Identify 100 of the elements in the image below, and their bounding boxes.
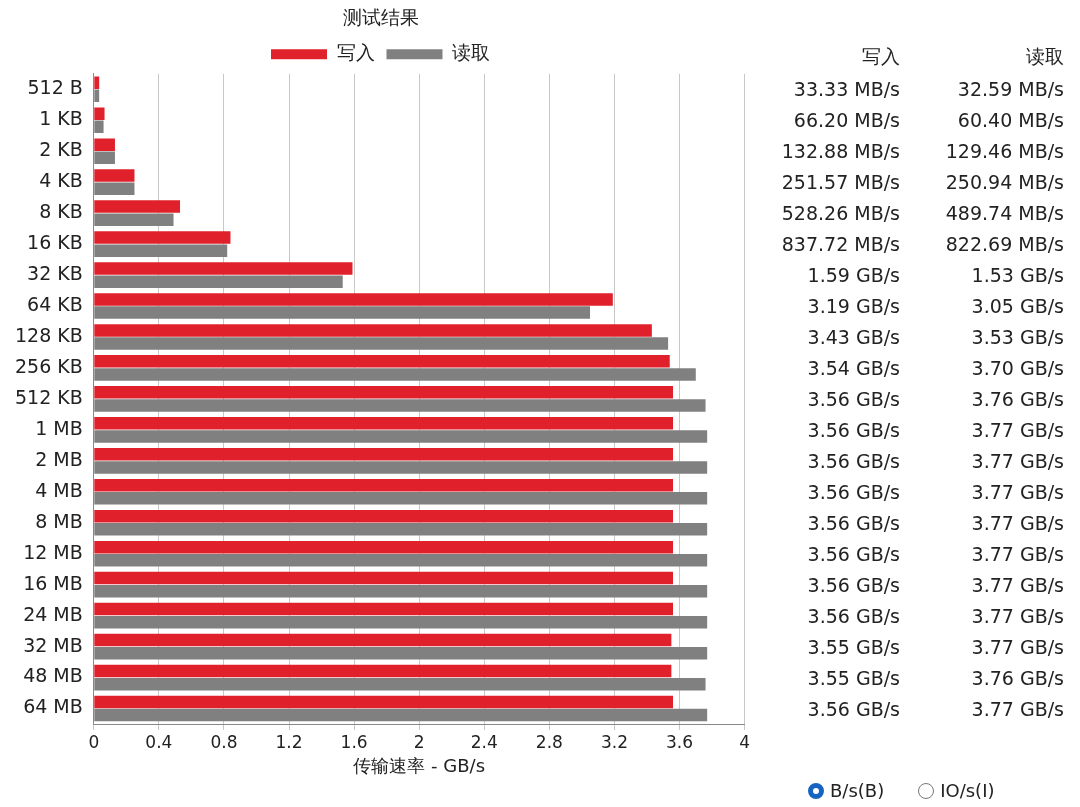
- text: 3.55 GB/s: [807, 634, 900, 659]
- text: 822.69 MB/s: [945, 232, 1064, 257]
- text: 写入: [862, 44, 900, 68]
- legend-label: 读取: [452, 41, 490, 64]
- bar: [94, 509, 674, 523]
- x-tick-label: 0.8: [210, 731, 238, 752]
- bar: [94, 262, 353, 275]
- text: 3.56 GB/s: [807, 572, 900, 597]
- text: 837.72 MB/s: [781, 232, 900, 257]
- y-tick-label: 256 KB: [14, 354, 83, 377]
- y-tick-label: 1 MB: [35, 416, 83, 439]
- x-tick-label: 1.6: [340, 731, 368, 752]
- bar: [94, 293, 613, 306]
- text: 250.94 MB/s: [945, 170, 1064, 195]
- bar: [94, 633, 672, 647]
- chart-title: 测试结果: [342, 6, 419, 29]
- x-tick-label: 2.8: [535, 731, 563, 752]
- text: 3.77 GB/s: [971, 603, 1064, 628]
- x-tick-label: 2: [413, 731, 425, 752]
- text: 3.77 GB/s: [971, 417, 1064, 442]
- y-tick-label: 1 KB: [39, 107, 83, 130]
- bar: [94, 138, 115, 151]
- y-tick-label: 128 KB: [14, 323, 83, 346]
- y-tick-label: 64 KB: [27, 292, 83, 315]
- x-tick-label: 0.4: [145, 731, 173, 752]
- bar: [94, 664, 672, 678]
- text: 3.54 GB/s: [807, 355, 900, 380]
- text: 3.77 GB/s: [971, 696, 1064, 721]
- text: 3.70 GB/s: [971, 355, 1064, 380]
- bar: [94, 478, 674, 492]
- x-tick-label: 3.6: [665, 731, 694, 752]
- x-tick-label: 4: [739, 731, 751, 752]
- bar: [94, 695, 674, 709]
- text: 129.46 MB/s: [945, 139, 1064, 164]
- text: 3.56 GB/s: [807, 541, 900, 566]
- text: 3.56 GB/s: [807, 510, 900, 535]
- x-tick-label: 0: [88, 731, 100, 752]
- text: IO/s(I): [940, 780, 995, 801]
- bar: [94, 231, 231, 244]
- y-tick-label: 16 KB: [27, 231, 83, 254]
- text: 读取: [1026, 44, 1064, 68]
- y-tick-label: 8 KB: [39, 200, 83, 223]
- bar: [94, 417, 674, 430]
- y-tick-label: 512 KB: [14, 385, 83, 408]
- y-tick-label: 64 MB: [23, 695, 83, 718]
- x-axis-title: 传输速率 - GB/s: [353, 754, 486, 776]
- text: 3.43 GB/s: [807, 324, 900, 349]
- text: 32.59 MB/s: [957, 77, 1064, 102]
- text: 3.76 GB/s: [971, 386, 1064, 411]
- y-tick-label: 4 MB: [35, 478, 83, 501]
- y-tick-label: 8 MB: [35, 509, 83, 532]
- y-tick-label: 2 MB: [35, 447, 83, 470]
- bar: [94, 447, 674, 461]
- text: 3.56 GB/s: [807, 696, 900, 721]
- bar: [94, 386, 674, 399]
- text: 33.33 MB/s: [793, 77, 900, 102]
- bar: [94, 540, 674, 554]
- bar: [94, 324, 652, 337]
- bar: [94, 169, 135, 182]
- text: 3.77 GB/s: [971, 479, 1064, 504]
- y-tick-label: 12 MB: [23, 540, 83, 563]
- text: 3.77 GB/s: [971, 541, 1064, 566]
- text: 3.56 GB/s: [807, 417, 900, 442]
- x-tick-label: 3.2: [600, 731, 628, 752]
- text: B/s(B): [830, 780, 885, 801]
- bar: [94, 602, 674, 616]
- legend-label: 写入: [336, 41, 375, 64]
- text: 132.88 MB/s: [781, 139, 900, 164]
- text: 66.20 MB/s: [793, 108, 900, 133]
- text: 1.53 GB/s: [971, 263, 1064, 288]
- y-tick-label: 48 MB: [23, 664, 83, 687]
- text: 489.74 MB/s: [945, 201, 1064, 226]
- bar: [94, 571, 674, 585]
- text: 3.77 GB/s: [971, 448, 1064, 473]
- y-tick-label: 32 KB: [27, 261, 83, 284]
- x-tick-label: 2.4: [470, 731, 498, 752]
- text: 251.57 MB/s: [781, 170, 900, 195]
- x-tick-label: 1.2: [275, 731, 303, 752]
- text: 60.40 MB/s: [957, 108, 1064, 133]
- bar: [94, 355, 670, 368]
- y-tick-label: 16 MB: [23, 571, 83, 594]
- text: 3.55 GB/s: [807, 665, 900, 690]
- text: 528.26 MB/s: [781, 201, 900, 226]
- text: 3.53 GB/s: [971, 324, 1064, 349]
- y-tick-label: 512 B: [27, 76, 83, 99]
- text: 3.77 GB/s: [971, 634, 1064, 659]
- y-tick-label: 32 MB: [23, 633, 83, 656]
- bar: [94, 107, 105, 120]
- y-tick-label: 2 KB: [39, 138, 83, 161]
- text: 3.19 GB/s: [807, 294, 900, 318]
- text: 3.56 GB/s: [807, 603, 900, 628]
- text: 3.56 GB/s: [807, 479, 900, 504]
- bar: [94, 76, 100, 89]
- text: 3.77 GB/s: [971, 572, 1064, 597]
- y-tick-label: 24 MB: [23, 602, 83, 625]
- text: 3.56 GB/s: [807, 448, 900, 473]
- y-tick-label: 4 KB: [39, 169, 83, 192]
- text: 3.56 GB/s: [807, 386, 900, 411]
- text: 3.05 GB/s: [971, 294, 1064, 318]
- bar: [94, 200, 181, 213]
